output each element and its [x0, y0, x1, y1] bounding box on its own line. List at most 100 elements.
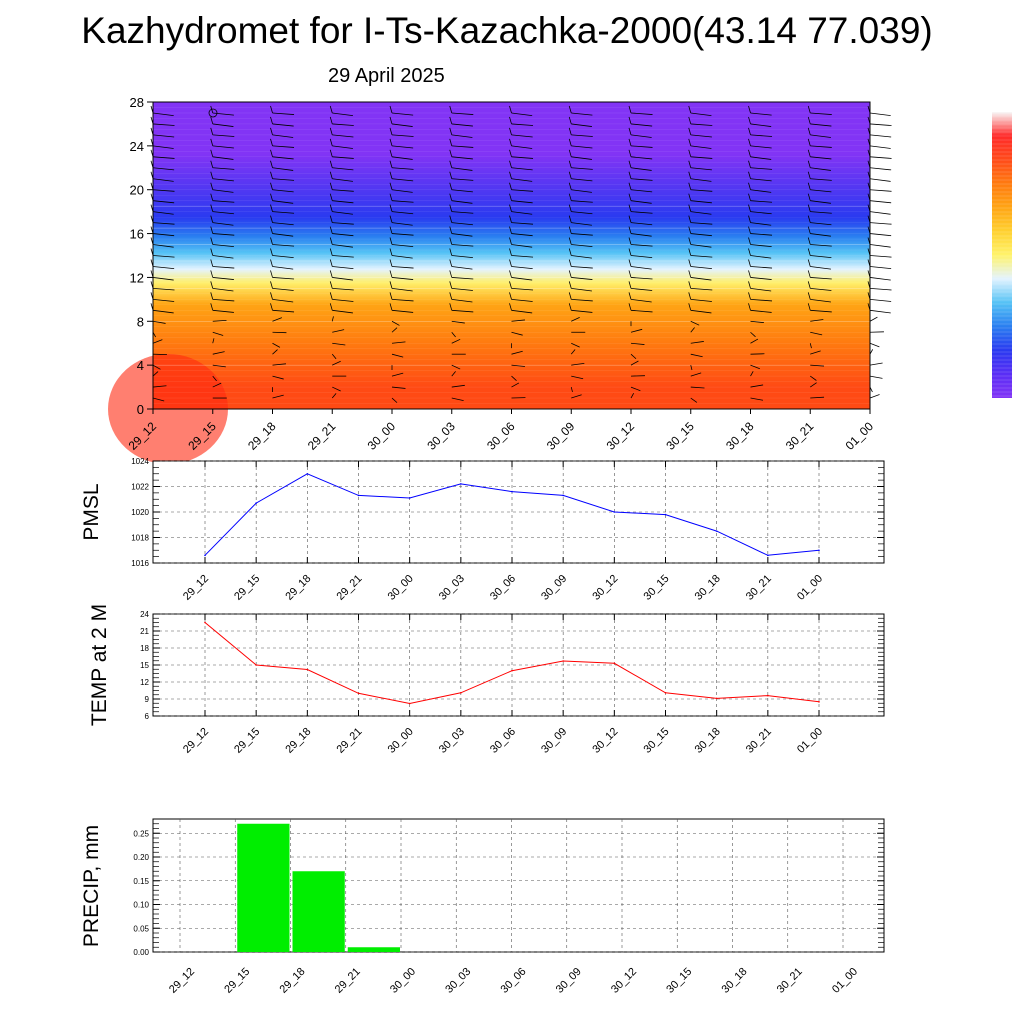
x-tick-label: 29_15 [232, 726, 262, 756]
wind-barb [630, 222, 653, 226]
wind-barb-flag [329, 116, 333, 125]
wind-barb [511, 167, 533, 171]
wind-barb [212, 375, 217, 382]
wind-barb [690, 386, 705, 389]
wind-barb [511, 112, 533, 116]
series-point [613, 662, 616, 665]
wind-barb-flag [329, 215, 333, 223]
wind-barb [391, 353, 404, 358]
wind-barb [750, 338, 759, 344]
wind-barb [511, 145, 533, 149]
wind-barb-flag [688, 292, 692, 300]
x-tick-label: 29_15 [222, 966, 252, 996]
wind-barb [810, 167, 831, 171]
wind-barb [630, 360, 639, 366]
wind-barb [391, 134, 414, 137]
wind-barb-flag [628, 226, 632, 234]
wind-barb-flag [270, 281, 273, 289]
wind-barb-flag [509, 171, 512, 179]
wind-barb [750, 331, 756, 338]
wind-barb-flag [748, 303, 751, 311]
wind-barb [152, 397, 165, 402]
wind-barb-flag [568, 127, 572, 136]
wind-barb [810, 319, 824, 322]
wind-barb [272, 112, 295, 115]
wind-barb-flag [807, 116, 811, 125]
series-point [306, 472, 309, 475]
wind-barb-flag [807, 204, 811, 212]
wind-barb-flag [568, 171, 572, 179]
wind-barb [212, 298, 235, 302]
wind-barb-flag [329, 259, 333, 267]
y-tick-label: 20 [130, 183, 144, 198]
x-tick-label: 30_00 [386, 726, 416, 756]
wind-barb-flag [389, 171, 393, 179]
wind-barb [511, 233, 533, 237]
wind-barb [571, 200, 593, 203]
wind-barb [152, 134, 175, 138]
wind-barb [869, 112, 891, 116]
wind-barb-flag [210, 138, 214, 146]
wind-barb [630, 233, 652, 237]
wind-barb-flag [807, 303, 811, 311]
wind-barb [152, 298, 175, 302]
wind-barb [810, 255, 832, 259]
wind-barb [511, 123, 534, 126]
wind-barb [451, 287, 473, 291]
wind-barb [750, 145, 772, 149]
wind-barb [451, 298, 473, 303]
series-point [767, 554, 769, 557]
wind-barb [690, 200, 712, 204]
y-tick-label: 9 [145, 695, 150, 704]
wind-barb [511, 298, 533, 302]
wind-barb [152, 339, 163, 344]
wind-barb [511, 222, 534, 225]
wind-barb-flag [748, 171, 751, 179]
series-point [408, 497, 411, 499]
wind-barb-flag [688, 171, 692, 179]
wind-barb [810, 178, 832, 181]
wind-barb-flag [270, 303, 273, 311]
x-tick-label: 30_03 [424, 419, 458, 453]
wind-barb [212, 331, 224, 336]
wind-barb [869, 233, 892, 237]
wind-barb-flag [449, 303, 453, 311]
wind-barb [690, 298, 712, 302]
wind-barb [750, 112, 772, 116]
wind-barb [391, 255, 413, 259]
wind-barb [212, 156, 234, 160]
wind-barb-flag [210, 248, 214, 256]
wind-barb-flag [449, 149, 453, 157]
wind-barb-flag [509, 248, 512, 256]
wind-barb-flag [568, 292, 572, 300]
wind-barb [690, 112, 712, 116]
wind-barb-flag [688, 248, 692, 256]
wind-barb [511, 178, 533, 182]
wind-barb [750, 384, 764, 388]
series-point [255, 664, 257, 666]
series-point [460, 691, 462, 694]
wind-barb-flag [748, 193, 751, 201]
wind-barb [869, 222, 892, 225]
wind-barb-flag [270, 259, 273, 267]
wind-barb [630, 112, 653, 115]
y-tick-label: 12 [140, 678, 149, 687]
wind-barb-flag [807, 259, 811, 267]
y-tick-label: 15 [140, 661, 149, 670]
wind-barb-flag [389, 237, 393, 245]
wind-barb [272, 309, 295, 313]
wind-barb-flag [389, 204, 393, 212]
wind-barb-flag [270, 270, 273, 278]
wind-barb-flag [628, 259, 632, 267]
wind-barb [571, 134, 593, 137]
wind-barb-flag [568, 281, 572, 289]
wind-barb [332, 134, 354, 138]
wind-barb [272, 317, 283, 322]
wind-barb [391, 222, 413, 226]
x-tick-label: 30_06 [484, 419, 518, 453]
wind-barb [212, 287, 234, 292]
wind-barb [212, 112, 234, 116]
series-point [562, 660, 564, 662]
wind-barb [690, 341, 704, 344]
wind-barb [212, 189, 234, 193]
